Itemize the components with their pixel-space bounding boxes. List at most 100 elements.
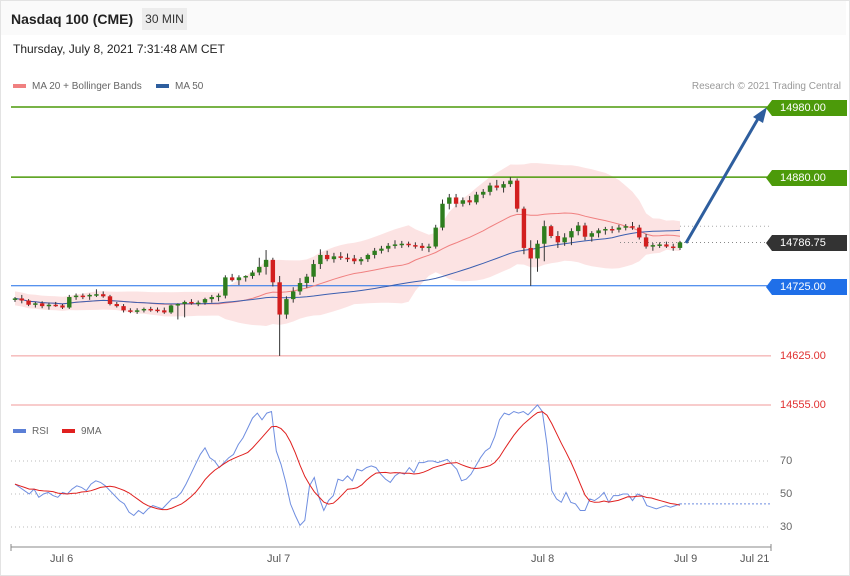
candle-body <box>87 294 92 297</box>
ma20-swatch <box>13 84 26 89</box>
candle-body <box>467 200 472 203</box>
candle-body <box>121 306 126 311</box>
candle-body <box>596 230 601 234</box>
candle-body <box>270 259 276 283</box>
candle-body <box>379 248 384 251</box>
candle-body <box>460 200 466 204</box>
candle-body <box>107 296 113 305</box>
level-14980-label: 14980.00 <box>766 100 847 116</box>
candle-body <box>345 257 350 260</box>
candle-body <box>630 226 635 228</box>
last-price-label: 14786.75 <box>766 235 847 251</box>
candle-body <box>352 258 357 262</box>
level-14625-label: 14625.00 <box>780 350 826 362</box>
candle-body <box>657 244 662 246</box>
candle-body <box>189 301 194 304</box>
candle-body <box>535 243 540 259</box>
candle-body <box>216 295 221 298</box>
candle-body <box>12 298 18 300</box>
candle-body <box>73 295 79 298</box>
x-label-jul8: Jul 8 <box>531 553 555 565</box>
candle-body <box>582 225 588 237</box>
candle-body <box>447 197 452 204</box>
forecast-arrow-shaft <box>684 116 761 244</box>
instrument-title: Nasdaq 100 (CME) <box>11 11 134 27</box>
candle-body <box>297 282 303 292</box>
candle-body <box>304 276 309 283</box>
candle-body <box>19 298 24 301</box>
legend-rsi: RSI <box>13 426 49 437</box>
candle-body <box>542 226 547 244</box>
candle-body <box>168 305 174 313</box>
candle-body <box>284 299 289 315</box>
candle-body <box>603 229 608 231</box>
chart-header: Nasdaq 100 (CME) 30 MIN <box>1 1 846 35</box>
candle-body <box>263 259 269 267</box>
candle-body <box>53 304 58 307</box>
candle-body <box>365 254 371 260</box>
rsi-tick-70: 70 <box>780 455 793 467</box>
legend-ma50-label: MA 50 <box>175 81 204 92</box>
candle-body <box>671 246 676 249</box>
legend-rsi-label: RSI <box>32 426 49 437</box>
candle-body <box>487 185 493 192</box>
candle-body <box>623 226 628 228</box>
timeframe-badge[interactable]: 30 MIN <box>142 8 187 30</box>
candle-body <box>229 277 235 281</box>
candle-body <box>311 264 316 277</box>
candle-body <box>209 297 214 300</box>
candle-body <box>453 197 459 204</box>
candle-body <box>576 225 581 232</box>
ma50-swatch <box>156 84 169 89</box>
candle-body <box>324 254 330 260</box>
candle-body <box>338 256 343 258</box>
candle-body <box>60 305 65 308</box>
x-label-jul21: Jul 21 <box>740 553 770 565</box>
candle-body <box>67 297 72 308</box>
rsi-tick-30: 30 <box>780 521 793 533</box>
candle-body <box>175 304 181 306</box>
candle-body <box>114 304 119 307</box>
bollinger-band <box>15 163 680 326</box>
candle-body <box>494 185 499 188</box>
candle-body <box>521 208 527 248</box>
rsi-tick-50: 50 <box>780 488 793 500</box>
candle-body <box>643 237 649 247</box>
level-14555-label: 14555.00 <box>780 399 826 411</box>
level-14880-label: 14880.00 <box>766 170 847 186</box>
candle-body <box>33 303 38 305</box>
legend-ma20-label: MA 20 + Bollinger Bands <box>32 81 142 92</box>
candle-body <box>508 180 513 185</box>
candle-body <box>426 246 432 249</box>
candle-body <box>128 310 133 312</box>
candle-body <box>277 282 282 315</box>
candle-body <box>589 233 594 237</box>
candle-body <box>94 294 99 296</box>
candle-body <box>413 245 418 247</box>
candle-body <box>609 229 615 231</box>
x-label-jul6: Jul 6 <box>50 553 74 565</box>
credit-text: Research © 2021 Trading Central <box>691 81 841 92</box>
candle-body <box>501 184 506 188</box>
candle-body <box>406 243 411 246</box>
candle-body <box>637 227 642 238</box>
candle-body <box>46 304 52 307</box>
candle-body <box>392 244 398 246</box>
candle-body <box>481 191 486 195</box>
legend-ma50: MA 50 <box>156 81 203 92</box>
candle-body <box>202 299 208 303</box>
candle-body <box>80 295 86 298</box>
candle-body <box>528 247 533 259</box>
candle-body <box>433 227 438 247</box>
candle-body <box>664 244 669 247</box>
candle-body <box>26 300 31 305</box>
candle-body <box>514 180 520 209</box>
candle-body <box>616 227 622 230</box>
candle-body <box>223 277 228 296</box>
level-14725-label: 14725.00 <box>766 279 847 295</box>
candle-body <box>677 242 683 248</box>
candle-body <box>162 310 167 313</box>
candle-body <box>318 254 323 265</box>
candle-body <box>291 291 296 300</box>
